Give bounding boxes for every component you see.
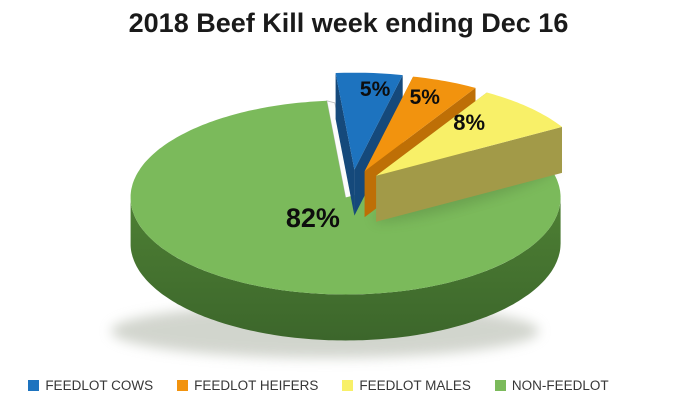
chart-title: 2018 Beef Kill week ending Dec 16	[128, 8, 569, 38]
legend-label: FEEDLOT HEIFERS	[194, 378, 319, 393]
legend-label: NON-FEEDLOT	[511, 378, 609, 393]
slice-top-face	[130, 100, 561, 295]
slice-side-wall	[376, 126, 562, 222]
legend-swatch-feedlot-cows	[28, 380, 40, 391]
legend-swatch-feedlot-heifers	[177, 380, 189, 391]
slice-percent-label: 5%	[410, 86, 441, 109]
legend-item-feedlot-heifers: FEEDLOT HEIFERS	[177, 378, 318, 393]
slice-percent-label: 5%	[360, 78, 391, 101]
legend-label: FEEDLOT MALES	[359, 378, 471, 393]
slice-top-face	[364, 76, 476, 172]
legend-label: FEEDLOT COWS	[45, 378, 154, 393]
legend-item-feedlot-cows: FEEDLOT COWS	[28, 378, 153, 393]
legend-item-feedlot-males: FEEDLOT MALES	[342, 378, 471, 393]
legend-swatch-feedlot-males	[342, 380, 354, 391]
slice-percent-label: 8%	[453, 110, 485, 135]
slice-percent-label: 82%	[286, 203, 340, 233]
slice-top-face	[376, 92, 562, 176]
pie-slice-feedlot-males: 8%	[376, 92, 562, 222]
legend: FEEDLOT COWS FEEDLOT HEIFERS FEEDLOT MALES…	[0, 378, 667, 393]
slice-front-wall	[130, 197, 561, 341]
legend-swatch-non-feedlot	[494, 380, 506, 391]
slice-side-wall	[335, 73, 355, 216]
legend-item-non-feedlot: NON-FEEDLOT	[494, 378, 609, 393]
slice-top-face	[335, 72, 403, 170]
